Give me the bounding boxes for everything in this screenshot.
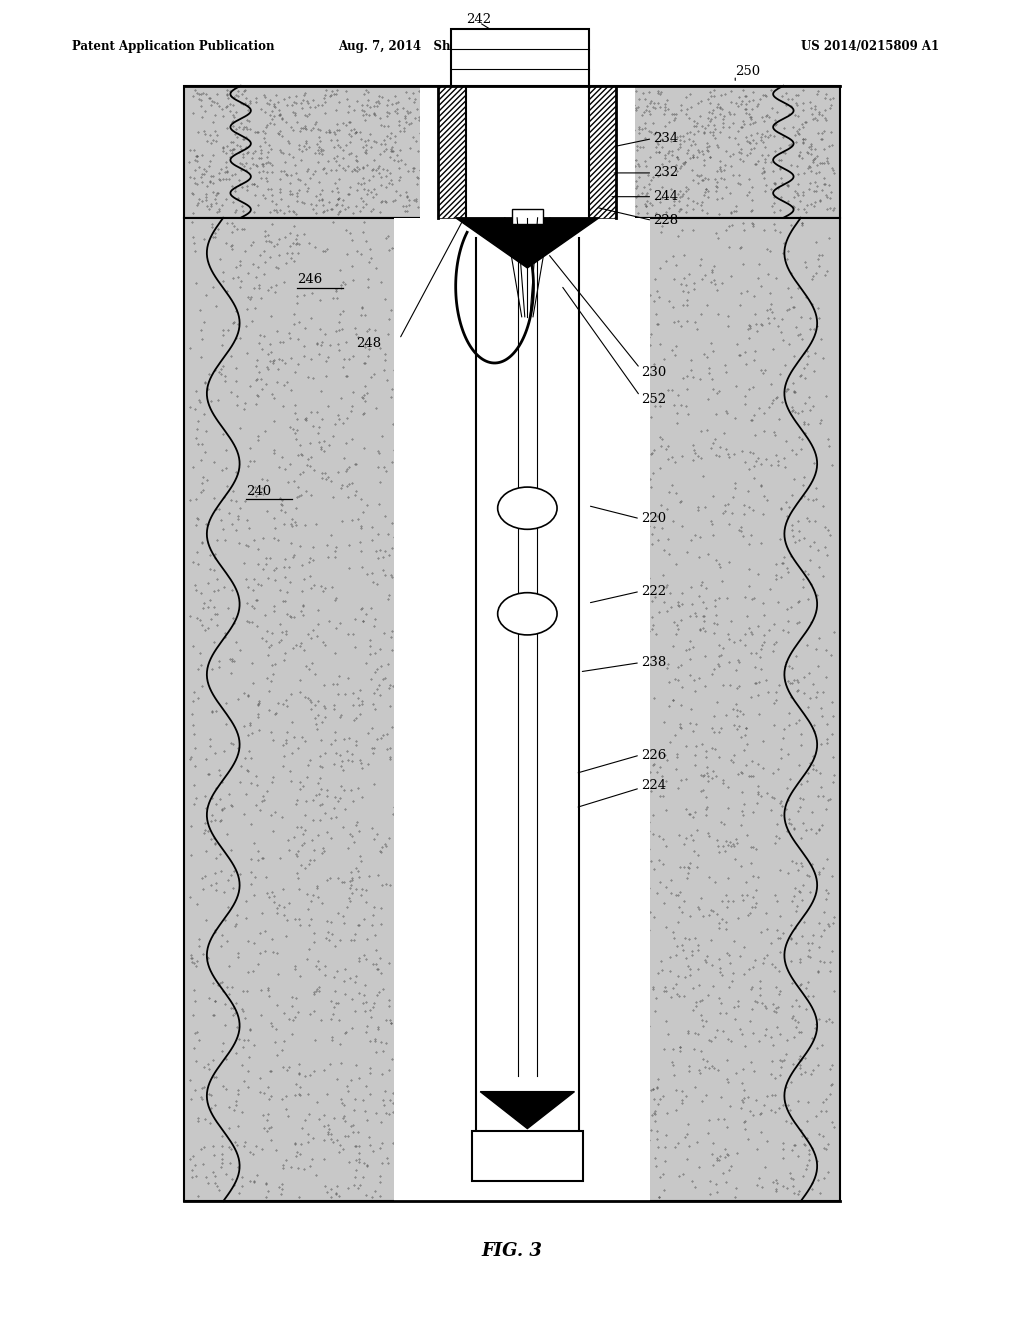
Bar bbox=[472, 1131, 583, 1181]
Polygon shape bbox=[480, 1092, 574, 1129]
Text: 250: 250 bbox=[735, 65, 761, 78]
Text: 226: 226 bbox=[641, 748, 667, 762]
Text: 224: 224 bbox=[641, 779, 667, 792]
Text: 244: 244 bbox=[653, 190, 679, 203]
Text: 234: 234 bbox=[653, 132, 679, 145]
Bar bbox=[451, 29, 589, 86]
Text: 252: 252 bbox=[641, 393, 667, 407]
Text: 220: 220 bbox=[641, 512, 667, 525]
Ellipse shape bbox=[498, 593, 557, 635]
Bar bbox=[420, 86, 635, 218]
Text: 232: 232 bbox=[653, 166, 679, 180]
Bar bbox=[394, 218, 650, 1201]
Text: 240: 240 bbox=[246, 484, 271, 498]
Text: 246: 246 bbox=[297, 273, 323, 286]
Bar bbox=[512, 209, 543, 224]
Bar bbox=[184, 86, 840, 218]
Polygon shape bbox=[456, 218, 599, 268]
Text: 242: 242 bbox=[466, 13, 492, 26]
Text: 248: 248 bbox=[356, 337, 382, 350]
Bar bbox=[438, 86, 466, 218]
Text: 230: 230 bbox=[641, 366, 667, 379]
Text: 238: 238 bbox=[641, 656, 667, 669]
Text: Aug. 7, 2014   Sheet 2 of 10: Aug. 7, 2014 Sheet 2 of 10 bbox=[339, 40, 521, 53]
Text: 228: 228 bbox=[653, 214, 679, 227]
Text: FIG. 3: FIG. 3 bbox=[481, 1242, 543, 1261]
Text: US 2014/0215809 A1: US 2014/0215809 A1 bbox=[802, 40, 939, 53]
Bar bbox=[184, 218, 840, 1201]
Text: Patent Application Publication: Patent Application Publication bbox=[72, 40, 274, 53]
Ellipse shape bbox=[498, 487, 557, 529]
Text: 222: 222 bbox=[641, 585, 667, 598]
Bar bbox=[589, 86, 616, 218]
